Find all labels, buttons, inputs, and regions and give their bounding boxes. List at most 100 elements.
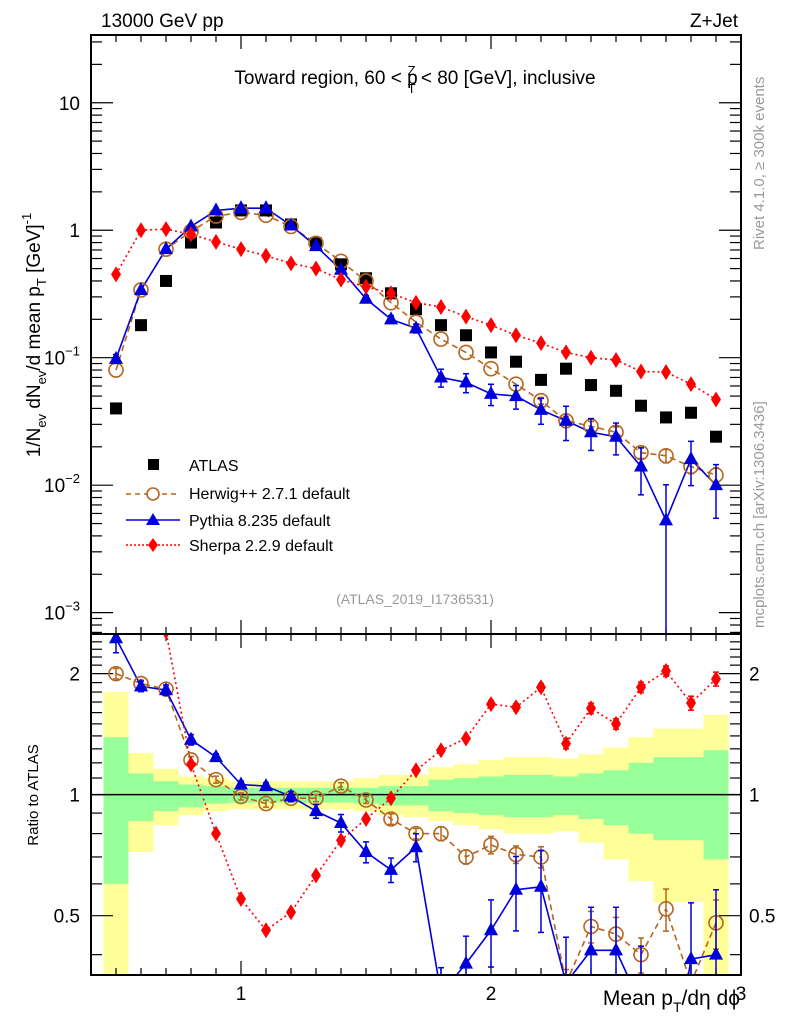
ratio-y-tick-label-left: 2 [69,665,80,686]
legend: ATLAS Herwig++ 2.7.1 default Pythia 8.23… [126,458,351,555]
data-point-atlas [135,319,147,332]
data-point-sherpa [236,891,246,908]
tick-base: 10 [44,476,65,497]
data-point-sherpa [711,670,721,687]
data-point-sherpa [311,867,321,884]
data-point-pythia [434,986,448,999]
stat-uncertainty-band [578,773,604,819]
series-line-herwig [115,211,717,476]
xlabel-sub: T [673,999,682,1015]
data-point-pythia [359,844,373,858]
data-point-pythia [534,878,548,892]
ylabel-sup: -1 [19,213,34,225]
title-text-post: < 80 [GeV], inclusive [416,68,596,89]
data-point-pythia [534,401,548,415]
data-point-sherpa [261,247,271,264]
legend-label: Herwig++ 2.7.1 default [189,486,351,503]
data-point-sherpa [536,679,546,696]
data-point-atlas [635,399,647,412]
ratio-y-axis-label: Ratio to ATLAS [25,744,42,845]
axis-ticks [91,35,741,975]
data-point-sherpa [586,700,596,717]
ratio-panel-series [108,634,724,999]
ratio-y-tick-label-left: 1 [69,786,80,807]
data-point-atlas [160,274,172,287]
legend-marker-circle [146,487,160,501]
analysis-id-watermark: (ATLAS_2019_I1736531) [336,591,494,607]
data-point-sherpa [436,742,446,759]
data-point-sherpa [636,679,646,696]
data-point-atlas [585,379,597,392]
data-point-sherpa [661,663,671,680]
data-point-sherpa [711,391,721,408]
y-tick-label: 1 [69,221,80,242]
data-point-sherpa [186,226,196,243]
data-point-pythia [284,217,298,231]
data-point-pythia [309,238,323,252]
data-point-pythia [584,942,598,956]
legend-label: Sherpa 2.2.9 default [189,538,334,555]
data-point-pythia [509,388,523,402]
tick-base: 10 [44,604,65,625]
data-point-pythia [109,350,123,364]
data-point-herwig [258,795,274,812]
data-point-pythia [459,955,473,969]
data-point-pythia [484,922,498,936]
data-point-herwig [483,837,499,853]
tick-base: 10 [44,349,65,370]
data-point-pythia [509,881,523,895]
title-text-pre: Toward region, 60 < p [234,68,417,89]
data-point-pythia [284,788,298,802]
stat-uncertainty-band [528,774,554,817]
data-point-herwig [433,331,449,347]
data-point-sherpa [661,364,671,381]
data-point-sherpa [211,233,221,250]
data-point-sherpa [286,255,296,272]
stat-uncertainty-band [653,757,679,841]
data-point-herwig [208,771,224,788]
stat-uncertainty-band [128,773,154,822]
ylabel-part: dN [24,384,45,414]
tick-exponent: −1 [65,344,80,359]
legend-entry-sherpa: Sherpa 2.2.9 default [126,538,334,555]
data-point-sherpa [411,762,421,779]
data-point-sherpa [686,695,696,712]
data-point-sherpa [336,832,346,849]
data-point-atlas [660,411,672,424]
legend-marker-square [148,459,159,470]
data-point-sherpa [186,756,196,773]
data-point-pythia [259,200,273,214]
data-point-sherpa [636,363,646,380]
ylabel-part: 1/N [24,428,45,458]
title-superscript: Z [408,63,416,78]
stat-uncertainty-band [478,776,504,816]
stat-uncertainty-band [603,770,629,826]
ylabel-part: [GeV] [24,224,45,278]
ylabel-part: /d mean p [24,286,45,371]
data-point-atlas [535,373,547,386]
data-point-pythia [209,202,223,216]
data-point-pythia [409,320,423,334]
ratio-y-tick-label-right: 1 [749,786,760,807]
data-point-atlas [560,362,572,375]
data-point-atlas [185,236,197,249]
data-point-sherpa [586,349,596,366]
data-point-sherpa [686,376,696,393]
data-point-herwig [108,665,124,682]
legend-label: ATLAS [189,458,239,475]
data-point-sherpa [561,735,571,752]
data-point-herwig [433,825,449,842]
data-point-sherpa [386,790,396,807]
data-point-sherpa [511,327,521,344]
y-tick-label: 10−2 [44,471,80,497]
data-point-pythia [334,261,348,275]
data-point-pythia [234,776,248,790]
data-point-pythia [609,428,623,442]
ylabel-sub: T [34,278,49,286]
data-point-pythia [559,975,573,988]
stat-uncertainty-band [553,776,579,816]
data-point-pythia [384,311,398,325]
header-left-label: 13000 GeV pp [101,11,224,32]
y-tick-label: 10−3 [44,599,80,625]
legend-marker-diamond [148,538,158,552]
